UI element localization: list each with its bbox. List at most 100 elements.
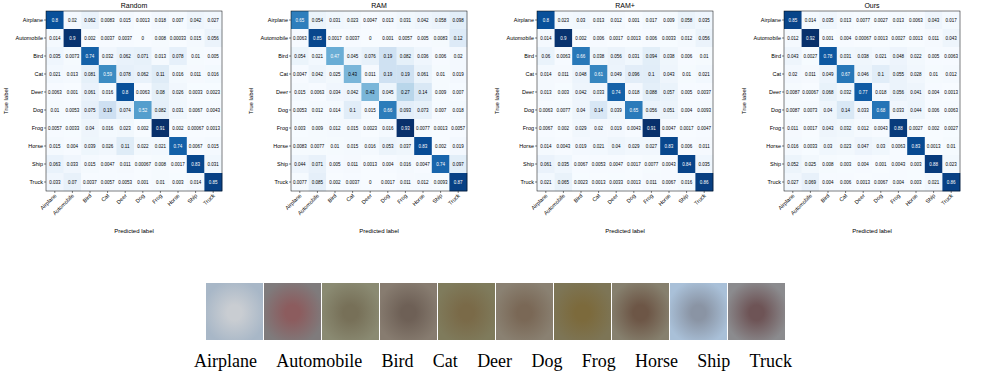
cell-label: 0.032 (840, 126, 852, 131)
tick (44, 110, 46, 111)
cell (837, 65, 855, 83)
cell (854, 137, 872, 155)
tick (535, 20, 537, 21)
cell-label: 0.016 (681, 180, 693, 185)
cell (204, 119, 222, 137)
tick (535, 146, 537, 147)
tick (289, 146, 291, 147)
cell (361, 119, 379, 137)
image-label: Airplane (194, 351, 257, 372)
cell-label: 0.0077 (645, 162, 659, 167)
cell-label: 0.03 (577, 18, 586, 23)
x-tick-label: Automobile (789, 192, 813, 216)
cell (379, 137, 397, 155)
cell (152, 155, 170, 173)
cell-label: 0.003 (172, 180, 184, 185)
cell-label: 0.009 (312, 126, 324, 131)
cell-label: 0.018 (453, 108, 465, 113)
cell-label: 0.77 (859, 90, 868, 95)
cell (590, 101, 608, 119)
cell-label: 0.023 (840, 144, 852, 149)
x-tick-label: Horse (166, 192, 181, 207)
cell-label: 0.0063 (557, 54, 571, 59)
x-axis-label: Predicted label (852, 228, 892, 234)
cell-label: 0.8 (52, 18, 59, 23)
cell (660, 119, 678, 137)
cell (291, 65, 309, 83)
cell-label: 0.011 (928, 36, 939, 41)
cell (907, 29, 925, 47)
cell-label: 0.041 (910, 90, 922, 95)
cell (837, 119, 855, 137)
cell-label: 0.019 (453, 144, 465, 149)
cell-label: 0.47 (331, 54, 340, 59)
cell-label: 0.003 (840, 162, 852, 167)
cell-label: 0.005 (417, 36, 429, 41)
cell-label: 0.0017 (804, 126, 818, 131)
cell-label: 0.027 (787, 180, 799, 185)
cell-label: 0.0047 (609, 162, 623, 167)
cell (590, 83, 608, 101)
x-tick-label: Frog (642, 192, 654, 204)
cell (64, 65, 82, 83)
tick (669, 191, 670, 193)
cell (204, 173, 222, 191)
cell (890, 83, 908, 101)
cell (643, 101, 661, 119)
cell-label: 0.097 (453, 162, 465, 167)
cell (344, 137, 362, 155)
cell-label: 0.0063 (944, 108, 958, 113)
cell (819, 65, 837, 83)
cell-label: 0.92 (806, 36, 815, 41)
cell-label: 0.046 (858, 72, 870, 77)
cell (187, 65, 205, 83)
cell-label: 0.016 (102, 90, 114, 95)
x-tick-label: Cat (591, 192, 602, 203)
cell (607, 155, 625, 173)
cell-label: 0.023 (347, 18, 359, 23)
cell (291, 173, 309, 191)
cell (555, 65, 573, 83)
cell (99, 11, 117, 29)
tick (845, 191, 846, 193)
cell (414, 155, 432, 173)
cell-label: 0.057 (663, 90, 675, 95)
cell-label: 0.0033 (66, 126, 80, 131)
cell-label: 0.078 (172, 54, 184, 59)
cell-label: 0.0043 (892, 162, 906, 167)
cell-label: 0.075 (84, 108, 96, 113)
cell (537, 29, 555, 47)
cell (607, 101, 625, 119)
cell-label: 0.016 (172, 72, 184, 77)
y-axis-label: True label (3, 88, 9, 114)
cell (925, 65, 943, 83)
tick (792, 191, 793, 193)
cell-label: 0.0027 (944, 126, 958, 131)
cell-label: 0.65 (295, 18, 304, 23)
cell-label: 0.01 (156, 180, 165, 185)
y-tick-label: Airplane (761, 17, 781, 23)
cell-label: 0.006 (646, 36, 658, 41)
cell-label: 0.83 (419, 144, 428, 149)
cell-label: 0.068 (822, 90, 834, 95)
cell (169, 11, 187, 29)
cell-label: 0.035 (699, 18, 711, 23)
cell-label: 0.018 (155, 18, 167, 23)
cell (925, 173, 943, 191)
cell (890, 65, 908, 83)
cell (344, 65, 362, 83)
tick (458, 191, 459, 193)
cell (802, 11, 820, 29)
cell (872, 11, 890, 29)
cell-label: 0.014 (540, 36, 552, 41)
cell-label: 0.051 (663, 108, 675, 113)
cell-label: 0.004 (382, 162, 394, 167)
cell-label: 0.002 (329, 180, 341, 185)
cell (643, 47, 661, 65)
cell (660, 11, 678, 29)
cell (81, 29, 99, 47)
cell (537, 155, 555, 173)
cell (625, 137, 643, 155)
cell (572, 11, 590, 29)
cell (291, 83, 309, 101)
